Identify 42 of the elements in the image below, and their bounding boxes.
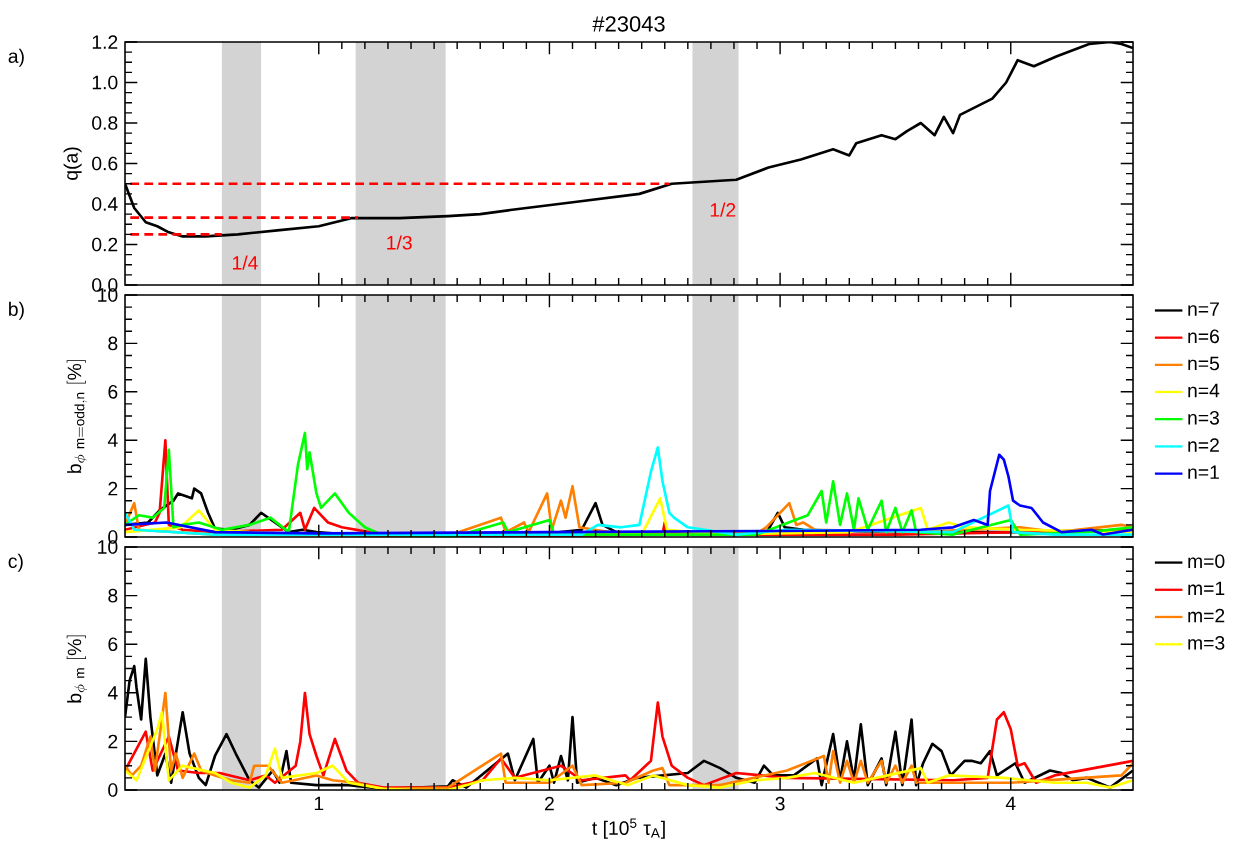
- annotation: 1/4: [232, 255, 258, 270]
- y-tick-label: 0: [108, 783, 118, 797]
- x-tick-label: 1: [314, 796, 324, 811]
- text: c): [8, 553, 23, 572]
- y-tick-label: 8: [108, 336, 118, 351]
- legend-label: m=0: [1188, 554, 1225, 569]
- legend-label: n=5: [1188, 356, 1220, 371]
- text: a): [8, 48, 24, 67]
- y-tick-label: 0.4: [92, 197, 118, 211]
- annotation: 1/3: [387, 235, 412, 250]
- y-tick-label: 8: [108, 588, 118, 603]
- legend-label: n=6: [1188, 329, 1219, 344]
- y-tick-label: 0.2: [92, 237, 118, 252]
- y-tick-label: 4: [107, 686, 118, 700]
- x-tick-label: 4: [1005, 796, 1016, 811]
- annotation: 1/2: [710, 202, 736, 217]
- text: b): [9, 301, 24, 320]
- legend-label: m=1: [1188, 581, 1225, 595]
- y-axis-title: $\mathrm{b}_{\phi\ \mathrm{m=odd,n}}\ \mathrm{[\%]}$: [66, 360, 88, 473]
- legend-label: n=3: [1188, 410, 1219, 425]
- line-series: [125, 710, 1134, 790]
- x-tick-label: 2: [545, 796, 554, 811]
- y-tick-label: 2: [108, 734, 118, 749]
- y-axis-title: $\mathrm{b}_{\phi\ \mathrm{m}}\ \mathrm{[\%]}$: [66, 635, 88, 703]
- y-tick-label: 1.2: [92, 35, 118, 49]
- y-tick-label: 6: [108, 384, 118, 399]
- legend-label: n=4: [1188, 383, 1220, 398]
- y-tick-label: 1.0: [92, 75, 118, 90]
- y-tick-label: 2: [108, 481, 118, 496]
- y-axis-title: q(a): [63, 147, 82, 180]
- legend-label: n=1: [1188, 465, 1219, 479]
- x-tick-label: 3: [775, 796, 785, 811]
- y-tick-label: 6: [108, 637, 118, 652]
- legend-label: n=2: [1188, 438, 1219, 452]
- x-axis-title: t [10$^{5}$ τ$_{A}$]: [592, 818, 665, 839]
- chart-title: #23043: [592, 16, 665, 32]
- legend-label: n=7: [1188, 302, 1219, 316]
- y-tick-label: 0.8: [92, 116, 118, 130]
- legend-label: m=2: [1188, 608, 1225, 623]
- legend-label: m=3: [1188, 636, 1225, 650]
- y-tick-label: 4: [107, 433, 118, 447]
- y-tick-label: 0.6: [92, 156, 118, 171]
